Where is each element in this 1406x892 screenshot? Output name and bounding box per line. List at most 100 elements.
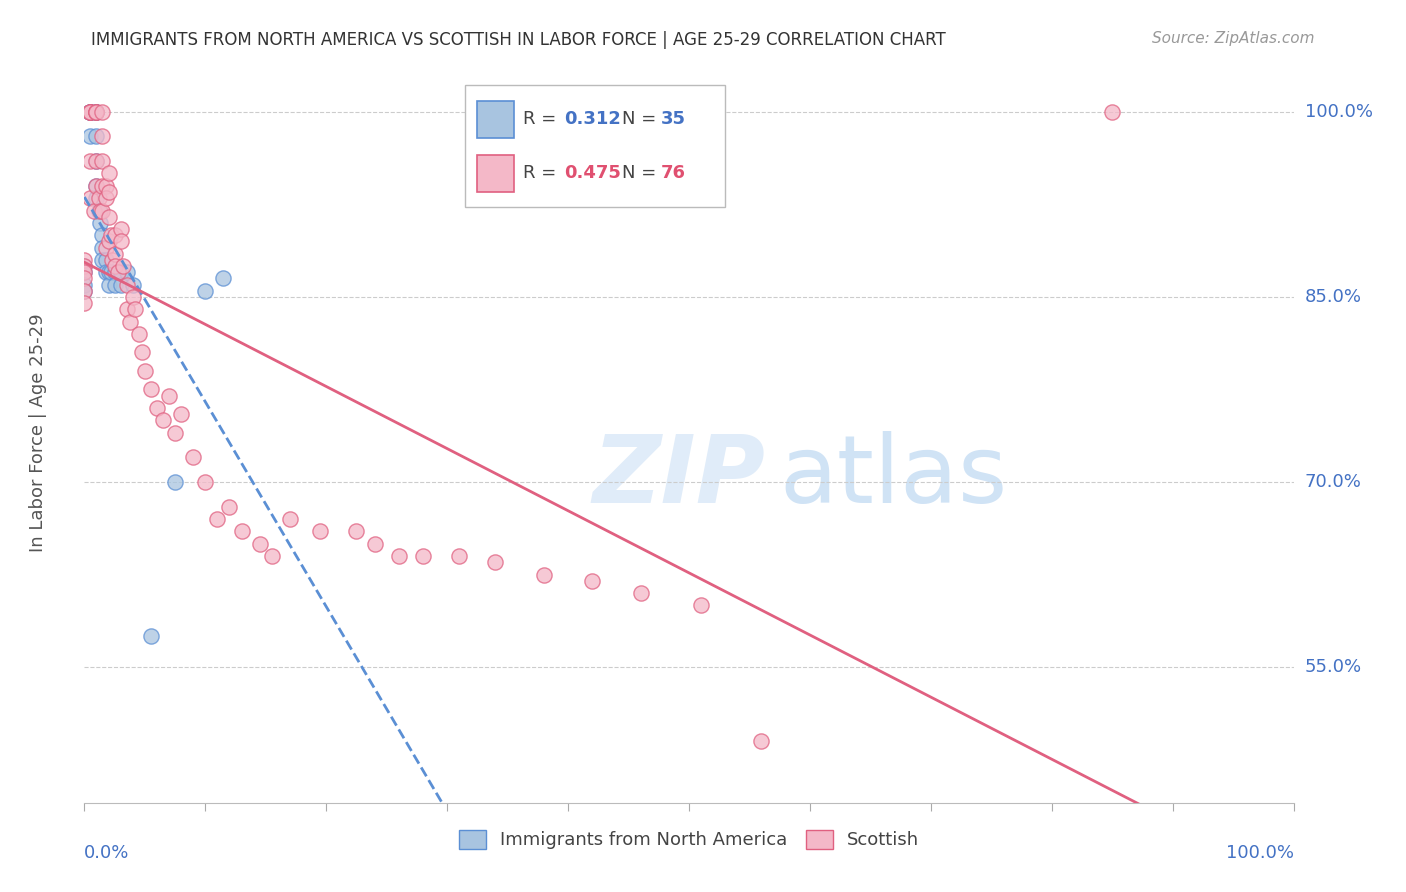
Point [104,277,127,292]
Point [110,235,132,249]
Point [94,252,117,267]
Point [146,401,169,415]
Point [165,475,187,489]
Point [115,265,138,279]
Text: Source: ZipAtlas.com: Source: ZipAtlas.com [1152,31,1315,46]
Bar [478,101,513,138]
Point [73,271,96,285]
Text: 0.475: 0.475 [564,164,621,183]
Point [1101,104,1123,119]
Point [97,235,120,249]
Point [79,104,101,119]
Text: atlas: atlas [780,431,1008,523]
Point [112,259,135,273]
Point [751,734,773,748]
Point [73,265,96,279]
Point [97,185,120,199]
Point [121,290,143,304]
Point [120,315,142,329]
Point [194,284,217,298]
Point [94,240,117,255]
Point [91,228,114,243]
Point [86,104,108,119]
Point [260,549,283,563]
Text: 0.0%: 0.0% [84,844,129,862]
Point [157,389,180,403]
Point [86,154,108,169]
Point [86,178,108,193]
Point [86,104,108,119]
Point [91,240,114,255]
Point [79,104,101,119]
Point [363,537,385,551]
Point [139,383,162,397]
Point [115,277,138,292]
Point [89,216,111,230]
Point [73,259,96,273]
Point [101,252,124,267]
Text: 85.0%: 85.0% [1305,288,1361,306]
Point [97,265,120,279]
Point [630,586,652,600]
Point [79,191,101,205]
Point [91,178,114,193]
Point [73,277,96,292]
Point [79,104,101,119]
Point [388,549,411,563]
Point [484,555,506,569]
Point [110,265,132,279]
Point [100,265,122,279]
Point [104,265,127,279]
Point [86,104,108,119]
Point [79,104,101,119]
Point [128,326,150,341]
Point [89,203,111,218]
Text: 100.0%: 100.0% [1226,844,1294,862]
Text: IMMIGRANTS FROM NORTH AMERICA VS SCOTTISH IN LABOR FORCE | AGE 25-29 CORRELATION: IMMIGRANTS FROM NORTH AMERICA VS SCOTTIS… [91,31,946,49]
Point [73,252,96,267]
Point [581,574,603,588]
Point [194,475,217,489]
Point [134,364,156,378]
Point [73,296,96,310]
Bar [478,155,513,192]
Point [73,259,96,273]
Point [97,210,120,224]
Point [104,228,127,243]
Point [207,512,229,526]
Point [86,191,108,205]
Point [91,203,114,218]
Point [249,537,271,551]
Text: 76: 76 [661,164,686,183]
Text: 35: 35 [661,111,686,128]
Point [309,524,332,539]
Point [115,302,138,317]
Point [97,277,120,292]
Point [139,629,162,643]
Point [449,549,471,563]
Point [79,104,101,119]
Point [533,567,555,582]
Point [86,178,108,193]
Point [412,549,434,563]
Text: N =: N = [623,111,662,128]
Point [110,222,132,236]
Point [79,104,101,119]
Point [131,345,153,359]
Point [79,104,101,119]
Point [165,425,187,440]
Point [181,450,204,465]
Point [91,154,114,169]
Point [97,167,120,181]
FancyBboxPatch shape [465,85,725,207]
Point [83,203,105,218]
Point [100,228,122,243]
Point [121,277,143,292]
Text: 100.0%: 100.0% [1305,103,1372,120]
Point [86,154,108,169]
Point [91,104,114,119]
Point [104,246,127,260]
Text: N =: N = [623,164,662,183]
Point [107,265,129,279]
Point [79,154,101,169]
